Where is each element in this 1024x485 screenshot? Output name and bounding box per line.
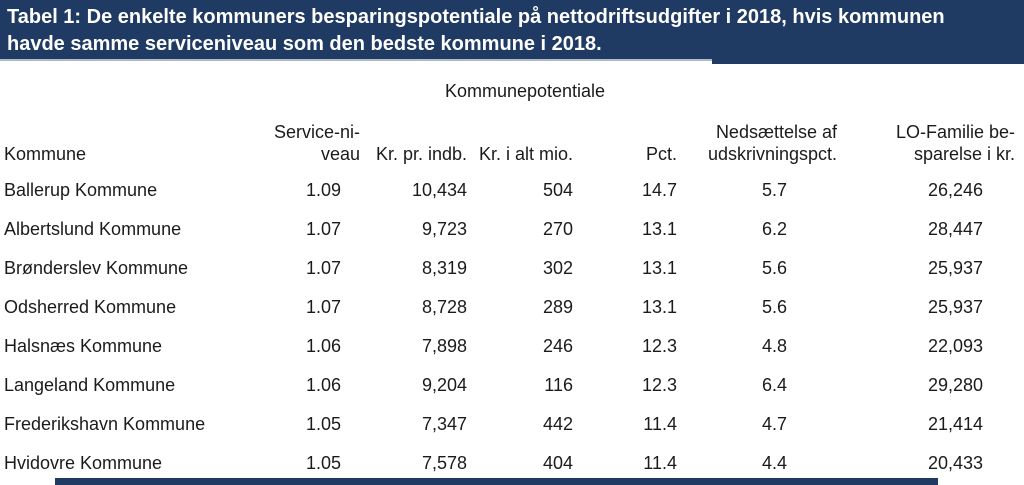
column-header-pct: Pct.: [645, 144, 677, 164]
kommune-cell: Frederikshavn Kommune: [4, 414, 206, 434]
table-row: Ballerup Kommune 1.09 10,434 504 14.7 5.7 26,2…: [4, 171, 1020, 210]
column-header-row: Kommune Service-ni-veau Kr. pr. indb. Kr. i…: [4, 103, 1020, 171]
value-cell: 302: [542, 258, 573, 278]
title-underline: [0, 59, 712, 61]
kommune-cell: Halsnæs Kommune: [4, 336, 163, 356]
value-cell: 1.07: [305, 258, 341, 278]
table-title-line-2: havde samme serviceniveau som den bedste…: [7, 33, 602, 55]
value-cell: 20,433: [927, 453, 983, 473]
value-cell: 246: [542, 336, 573, 356]
group-header-kommunepotentiale: Kommunepotentiale: [444, 81, 606, 101]
value-cell: 29,280: [927, 375, 983, 395]
value-cell: 25,937: [927, 258, 983, 278]
table-row: Frederikshavn Kommune 1.05 7,347 442 11.4 4.7…: [4, 405, 1020, 444]
value-cell: 289: [542, 297, 573, 317]
value-cell: 1.09: [305, 180, 341, 200]
table-row: Hvidovre Kommune 1.05 7,578 404 11.4 4.4 20,43…: [4, 444, 1020, 483]
kommune-cell: Ballerup Kommune: [4, 180, 158, 200]
value-cell: 404: [542, 453, 573, 473]
value-cell: 12.3: [641, 336, 677, 356]
value-cell: 25,937: [927, 297, 983, 317]
value-cell: 12.3: [641, 375, 677, 395]
column-header-lo-familie: LO-Familie be-sparelse i kr.: [895, 122, 1015, 164]
value-cell: 8,728: [421, 297, 467, 317]
value-cell: 1.06: [305, 375, 341, 395]
value-cell: 28,447: [927, 219, 983, 239]
table-row: Langeland Kommune 1.06 9,204 116 12.3 6.4 29,2…: [4, 366, 1020, 405]
value-cell: 9,204: [421, 375, 467, 395]
value-cell: 4.8: [761, 336, 787, 356]
value-cell: 7,347: [421, 414, 467, 434]
value-cell: 5.6: [761, 297, 787, 317]
table-row: Brønderslev Kommune 1.07 8,319 302 13.1 5.6 25…: [4, 249, 1020, 288]
kommune-cell: Odsherred Kommune: [4, 297, 177, 317]
table-title-line-1: Tabel 1: De enkelte kommuners besparings…: [7, 6, 945, 28]
value-cell: 9,723: [421, 219, 467, 239]
value-cell: 5.6: [761, 258, 787, 278]
table-title-bar: Tabel 1: De enkelte kommuners besparings…: [0, 0, 1024, 59]
value-cell: 14.7: [641, 180, 677, 200]
value-cell: 13.1: [641, 258, 677, 278]
title-underline-row: [0, 59, 1024, 64]
value-cell: 7,578: [421, 453, 467, 473]
value-cell: 4.4: [761, 453, 787, 473]
column-header-kr-i-alt-mio: Kr. i alt mio.: [478, 144, 573, 164]
kommune-cell: Langeland Kommune: [4, 375, 176, 395]
value-cell: 13.1: [641, 219, 677, 239]
column-header-kommune: Kommune: [4, 144, 87, 164]
value-cell: 7,898: [421, 336, 467, 356]
kommune-cell: Hvidovre Kommune: [4, 453, 163, 473]
value-cell: 442: [542, 414, 573, 434]
besparingspotentiale-table: Kommune Service-ni-veau Kr. pr. indb. Kr. i…: [4, 103, 1020, 483]
next-section-bar: [55, 478, 938, 485]
value-cell: 116: [544, 375, 573, 395]
value-cell: 10,434: [411, 180, 467, 200]
value-cell: 1.06: [305, 336, 341, 356]
table-row: Halsnæs Kommune 1.06 7,898 246 12.3 4.8 22,093: [4, 327, 1020, 366]
value-cell: 1.05: [305, 414, 341, 434]
column-header-nedsaettelse: Nedsættelse af udskrivningspct.: [707, 122, 837, 164]
value-cell: 11.4: [643, 453, 677, 473]
value-cell: 22,093: [927, 336, 983, 356]
value-cell: 504: [542, 180, 573, 200]
value-cell: 8,319: [421, 258, 467, 278]
value-cell: 21,414: [927, 414, 983, 434]
kommune-cell: Brønderslev Kommune: [4, 258, 189, 278]
value-cell: 5.7: [761, 180, 787, 200]
title-bar-extension: [712, 59, 1024, 64]
value-cell: 1.05: [305, 453, 341, 473]
value-cell: 13.1: [641, 297, 677, 317]
table-body: Ballerup Kommune 1.09 10,434 504 14.7 5.7 26,2…: [4, 171, 1020, 483]
value-cell: 4.7: [761, 414, 787, 434]
value-cell: 26,246: [927, 180, 983, 200]
value-cell: 6.4: [761, 375, 787, 395]
value-cell: 11.4: [643, 414, 677, 434]
value-cell: 6.2: [761, 219, 787, 239]
column-header-kr-pr-indb: Kr. pr. indb.: [375, 144, 467, 164]
value-cell: 1.07: [305, 219, 341, 239]
table-row: Albertslund Kommune 1.07 9,723 270 13.1 6.2 28…: [4, 210, 1020, 249]
table-row: Odsherred Kommune 1.07 8,728 289 13.1 5.6 25,9…: [4, 288, 1020, 327]
column-header-serviceniveau: Service-ni-veau: [273, 122, 360, 164]
value-cell: 1.07: [305, 297, 341, 317]
value-cell: 270: [542, 219, 573, 239]
kommune-cell: Albertslund Kommune: [4, 219, 182, 239]
